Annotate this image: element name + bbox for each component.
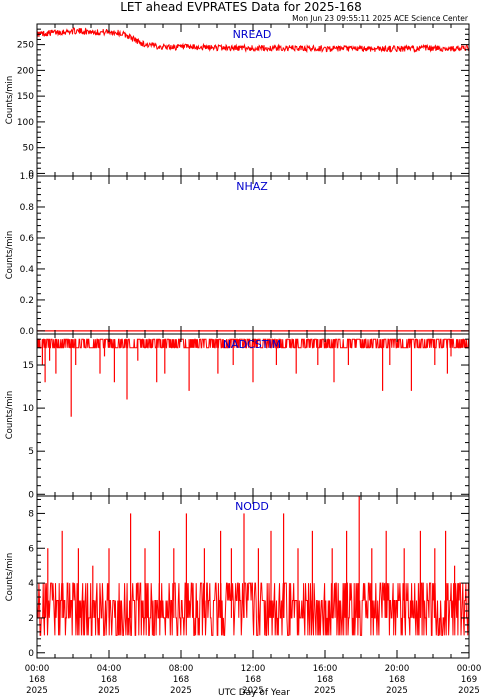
x-tick-label: 00:00 [25,664,50,674]
y-tick-label: 8 [28,509,34,519]
panel-nadcstim: 0 5 10 15 Counts/min NADCSTIM [5,333,470,500]
x-axis-labels: 00:00168202504:00168202508:00168202512:0… [25,664,482,696]
panel-name: NADCSTIM [223,338,281,351]
x-tick-label: 12:00 [241,664,266,674]
panel-nread: 0 50 100 150 200 250 Counts/min NREAD [5,23,470,179]
x-tick-label: 2025 [98,686,120,696]
x-tick-label: 04:00 [97,664,122,674]
panel-name: NHAZ [236,180,268,193]
y-tick-label: 15 [23,361,34,371]
x-tick-label: 168 [389,675,405,685]
x-tick-label: 16:00 [313,664,338,674]
x-tick-label: 20:00 [385,664,410,674]
y-axis-label: Counts/min [5,553,15,602]
y-axis-label: Counts/min [5,76,15,125]
y-tick-label: 6 [28,544,34,554]
y-tick-label: 0.0 [20,327,35,337]
y-tick-label: 1.0 [20,172,35,182]
y-tick-label: 0.8 [20,203,35,213]
x-tick-label: 168 [101,675,117,685]
y-tick-label: 2 [28,614,34,624]
x-tick-label: 169 [461,675,477,685]
x-tick-label: 2025 [458,686,480,696]
timestamp: Mon Jun 23 09:55:11 2025 ACE Science Cen… [292,14,469,23]
y-tick-label: 200 [17,66,34,76]
y-tick-label: 0.4 [20,265,35,275]
x-tick-label: 168 [245,675,261,685]
x-tick-label: 168 [29,675,45,685]
panels: 050100150200250Counts/minNREAD0.00.20.40… [5,23,470,659]
nodd-line [37,582,469,636]
x-tick-label: 168 [173,675,189,685]
y-tick-label: 5 [28,447,34,457]
y-tick-label: 0.6 [20,234,35,244]
x-tick-label: 2025 [314,686,336,696]
y-tick-label: 0 [28,490,34,500]
x-axis-label: UTC Day of Year [218,688,290,698]
y-tick-label: 0 [28,169,34,179]
x-tick-label: 08:00 [169,664,194,674]
panel-nodd: 0 2 4 6 8 Counts/min NODD [5,495,470,659]
panel-frame [36,175,470,335]
series-nodd [37,496,469,636]
x-tick-label: 2025 [242,686,264,696]
y-tick-label: 0 [28,649,34,659]
panel-nhaz: 0.0 0.2 0.4 0.6 0.8 1.0 Counts/min NHAZ [5,172,470,337]
y-tick-label: 10 [23,404,35,414]
x-tick-label: 2025 [26,686,48,696]
y-axis-label: Counts/min [5,231,15,280]
panel-name: NREAD [233,28,272,41]
y-tick-label: 0.2 [20,296,34,306]
y-tick-label: 150 [17,92,34,102]
y-tick-label: 4 [28,579,34,589]
y-tick-label: 250 [17,41,34,51]
x-tick-label: 2025 [386,686,408,696]
y-axis-label: Counts/min [5,391,15,440]
x-tick-label: 00:00 [457,664,482,674]
panel-name: NODD [235,500,269,513]
chart-title: LET ahead EVPRATES Data for 2025-168 [120,0,362,14]
y-tick-label: 100 [17,118,34,128]
x-tick-label: 168 [317,675,333,685]
series-nadcstim [37,338,469,417]
x-tick-label: 2025 [170,686,192,696]
y-tick-label: 50 [23,144,35,154]
